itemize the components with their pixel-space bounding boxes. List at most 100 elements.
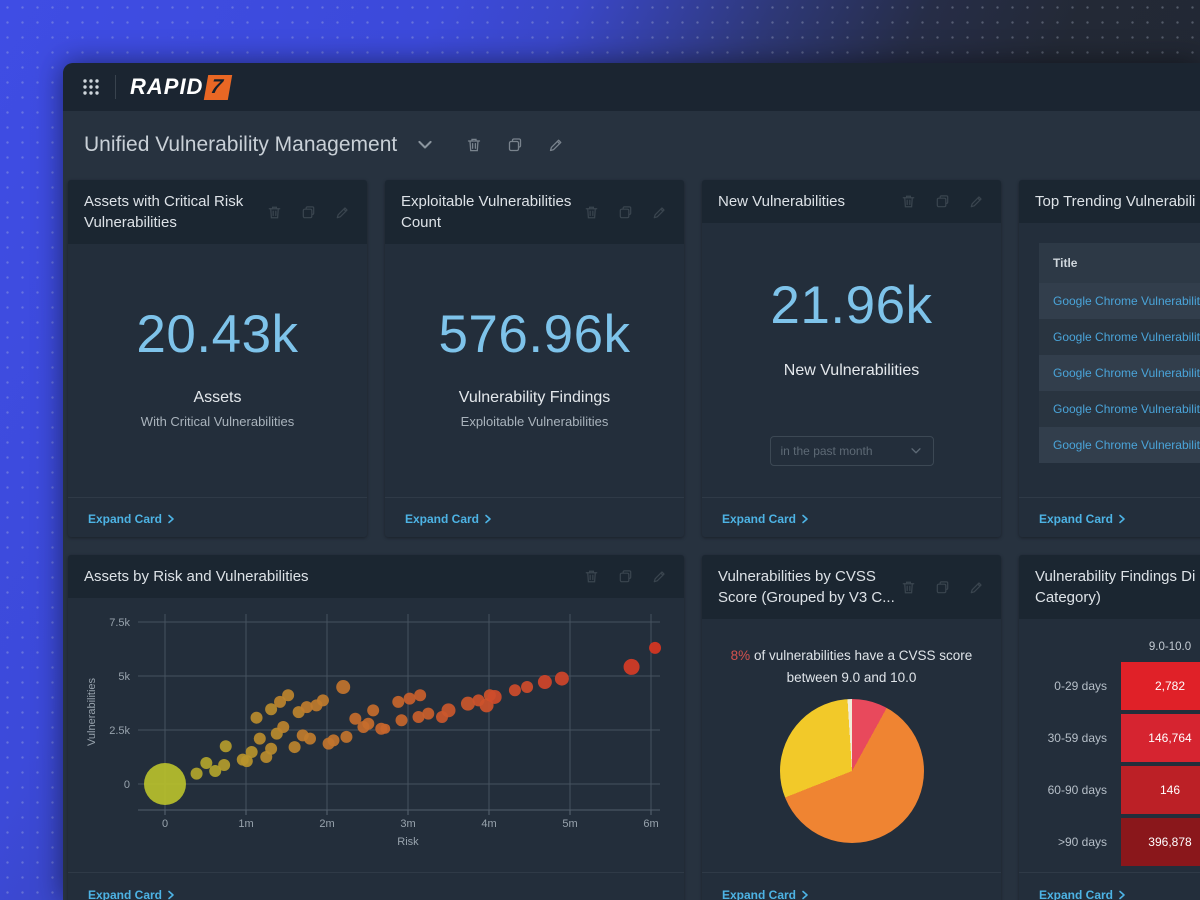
chevron-down-icon bbox=[909, 444, 923, 458]
vulnerability-link[interactable]: Google Chrome Vulnerabilit... bbox=[1053, 366, 1200, 380]
expand-card-link[interactable]: Expand Card bbox=[1039, 888, 1126, 900]
table-row[interactable]: Google Chrome Vulnerabilit... bbox=[1039, 427, 1200, 463]
time-range-dropdown[interactable]: in the past month bbox=[769, 436, 934, 466]
heatmap-column-header: 9.0-10.0 bbox=[1148, 641, 1192, 653]
svg-text:6m: 6m bbox=[643, 818, 658, 830]
card-title: Vulnerability Findings Di Category) bbox=[1035, 568, 1196, 606]
vulnerability-link[interactable]: Google Chrome Vulnerabilit... bbox=[1053, 330, 1200, 344]
edit-card-icon[interactable] bbox=[334, 204, 351, 221]
risk-scatter-chart[interactable]: 0 1m 2m 3m 4m 5m 6m 0 2.5k 5k 7.5k Risk Vulnerabilit… bbox=[68, 598, 684, 864]
heatmap-cell[interactable]: 146 bbox=[1121, 766, 1200, 814]
chevron-right-icon bbox=[1118, 890, 1126, 900]
page-title: Unified Vulnerability Management bbox=[84, 133, 398, 156]
card-exploitable-count: Exploitable Vulnerabilities Count 576.96… bbox=[385, 180, 684, 537]
kpi-sublabel: Exploitable Vulnerabilities bbox=[460, 414, 609, 429]
vulnerability-link[interactable]: Google Chrome Vulnerabilit... bbox=[1053, 402, 1200, 416]
vulnerability-link[interactable]: Google Chrome Vulnerabilit... bbox=[1053, 438, 1200, 452]
card-top-trending: Top Trending Vulnerabili Title Google Ch… bbox=[1019, 180, 1200, 537]
findings-heatmap: 9.0-10.0 0-29 days 2,782 30-59 days 146,764… bbox=[1019, 619, 1200, 866]
table-row[interactable]: Google Chrome Vulnerabilit... bbox=[1039, 391, 1200, 427]
card-new-vulnerabilities: New Vulnerabilities 21.96k New Vulnerabi… bbox=[702, 180, 1001, 537]
heatmap-row: 30-59 days 146,764 bbox=[1035, 714, 1200, 762]
svg-text:7.5k: 7.5k bbox=[109, 617, 130, 629]
edit-card-icon[interactable] bbox=[651, 568, 668, 585]
delete-card-icon[interactable] bbox=[900, 579, 917, 596]
delete-card-icon[interactable] bbox=[583, 568, 600, 585]
vulnerability-link[interactable]: Google Chrome Vulnerabilit... bbox=[1053, 294, 1200, 308]
kpi-value: 20.43k bbox=[136, 305, 299, 364]
svg-text:1m: 1m bbox=[238, 818, 253, 830]
kpi-label: Assets bbox=[193, 389, 242, 406]
duplicate-card-icon[interactable] bbox=[617, 568, 634, 585]
app-launcher-icon[interactable] bbox=[81, 77, 101, 97]
heatmap-cell[interactable]: 146,764 bbox=[1121, 714, 1200, 762]
card-findings-distribution: Vulnerability Findings Di Category) 9.0-… bbox=[1019, 555, 1200, 900]
cvss-stat-text: 8% of vulnerabilities have a CVSS score … bbox=[730, 648, 973, 686]
heatmap-row-label: 60-90 days bbox=[1047, 783, 1107, 797]
duplicate-dashboard-icon[interactable] bbox=[506, 136, 524, 154]
kpi-sublabel: With Critical Vulnerabilities bbox=[140, 414, 295, 429]
svg-text:5k: 5k bbox=[118, 671, 130, 683]
heatmap-row: >90 days 396,878 bbox=[1035, 818, 1200, 866]
heatmap-row-label: 0-29 days bbox=[1054, 679, 1107, 693]
table-row[interactable]: Google Chrome Vulnerabilit... bbox=[1039, 355, 1200, 391]
card-title: Assets by Risk and Vulnerabilities bbox=[84, 568, 309, 585]
expand-card-link[interactable]: Expand Card bbox=[722, 888, 809, 900]
svg-text:Risk: Risk bbox=[397, 836, 419, 848]
duplicate-card-icon[interactable] bbox=[617, 204, 634, 221]
card-title: Vulnerabilities by CVSS Score (Grouped b… bbox=[718, 568, 895, 606]
expand-card-link[interactable]: Expand Card bbox=[1039, 512, 1126, 526]
heatmap-cell[interactable]: 396,878 bbox=[1121, 818, 1200, 866]
dashboard-selector-chevron-icon[interactable] bbox=[415, 135, 435, 155]
expand-card-link[interactable]: Expand Card bbox=[405, 512, 492, 526]
expand-card-link[interactable]: Expand Card bbox=[88, 512, 175, 526]
duplicate-card-icon[interactable] bbox=[934, 579, 951, 596]
chevron-right-icon bbox=[167, 890, 175, 900]
chevron-right-icon bbox=[801, 514, 809, 524]
delete-card-icon[interactable] bbox=[583, 204, 600, 221]
cvss-pie-chart[interactable] bbox=[780, 699, 924, 843]
table-row[interactable]: Google Chrome Vulnerabilit... bbox=[1039, 319, 1200, 355]
chevron-right-icon bbox=[484, 514, 492, 524]
table-header-title: Title bbox=[1039, 243, 1200, 283]
trending-table: Title Google Chrome Vulnerabilit... Googl… bbox=[1039, 243, 1200, 463]
cvss-stat-percent: 8% bbox=[730, 648, 751, 663]
kpi-label: Vulnerability Findings bbox=[458, 389, 611, 406]
duplicate-card-icon[interactable] bbox=[300, 204, 317, 221]
time-range-value: in the past month bbox=[780, 444, 873, 458]
svg-text:Vulnerabilities: Vulnerabilities bbox=[86, 677, 98, 746]
app-header: RAPID 7 bbox=[63, 63, 1200, 111]
delete-dashboard-icon[interactable] bbox=[465, 136, 483, 154]
logo-text: RAPID bbox=[130, 74, 204, 99]
edit-dashboard-icon[interactable] bbox=[547, 136, 565, 154]
expand-card-link[interactable]: Expand Card bbox=[88, 888, 175, 900]
chevron-right-icon bbox=[167, 514, 175, 524]
edit-card-icon[interactable] bbox=[968, 193, 985, 210]
heatmap-cell[interactable]: 2,782 bbox=[1121, 662, 1200, 710]
edit-card-icon[interactable] bbox=[968, 579, 985, 596]
chevron-right-icon bbox=[801, 890, 809, 900]
svg-text:4m: 4m bbox=[481, 818, 496, 830]
heatmap-row-label: >90 days bbox=[1057, 835, 1107, 849]
card-assets-by-risk: Assets by Risk and Vulnerabilities 0 1m 2m… bbox=[68, 555, 684, 900]
expand-card-link[interactable]: Expand Card bbox=[722, 512, 809, 526]
table-row[interactable]: Google Chrome Vulnerabilit... bbox=[1039, 283, 1200, 319]
edit-card-icon[interactable] bbox=[651, 204, 668, 221]
card-title: Exploitable Vulnerabilities Count bbox=[401, 193, 572, 231]
svg-text:5m: 5m bbox=[562, 818, 577, 830]
delete-card-icon[interactable] bbox=[266, 204, 283, 221]
duplicate-card-icon[interactable] bbox=[934, 193, 951, 210]
svg-text:2.5k: 2.5k bbox=[109, 725, 130, 737]
heatmap-row-label: 30-59 days bbox=[1047, 731, 1107, 745]
kpi-label: New Vulnerabilities bbox=[783, 362, 920, 379]
kpi-value: 576.96k bbox=[438, 305, 631, 364]
card-assets-critical: Assets with Critical Risk Vulnerabilitie… bbox=[68, 180, 367, 537]
svg-text:0: 0 bbox=[124, 779, 130, 791]
card-title: Top Trending Vulnerabili bbox=[1035, 193, 1196, 210]
delete-card-icon[interactable] bbox=[900, 193, 917, 210]
header-divider bbox=[115, 75, 116, 99]
rapid7-logo: RAPID 7 bbox=[130, 74, 233, 100]
kpi-value: 21.96k bbox=[770, 276, 933, 335]
card-title: New Vulnerabilities bbox=[718, 193, 846, 210]
dashboard-title-bar: Unified Vulnerability Management bbox=[63, 111, 1200, 179]
